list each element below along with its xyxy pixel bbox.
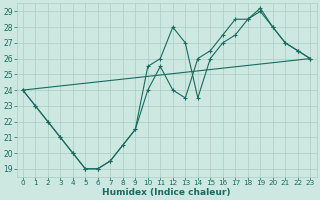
X-axis label: Humidex (Indice chaleur): Humidex (Indice chaleur) [102,188,231,197]
